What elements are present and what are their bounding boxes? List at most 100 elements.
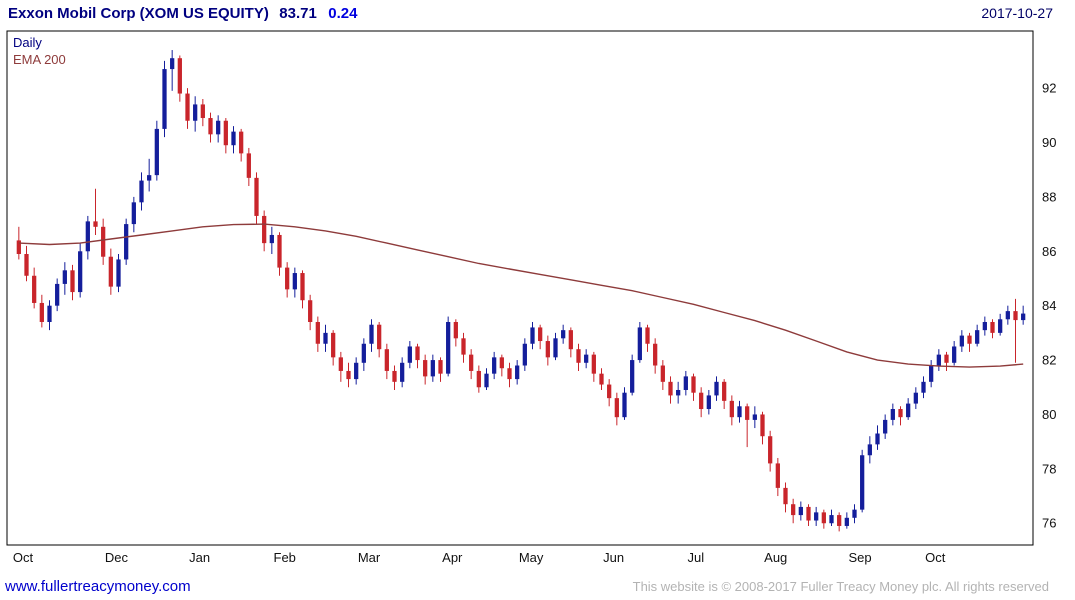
candle-body: [783, 487, 788, 505]
candle-body: [262, 215, 267, 244]
candle-body: [622, 392, 627, 418]
candle-body: [308, 300, 313, 322]
candle-body: [530, 327, 535, 344]
x-axis-label: Oct: [925, 550, 946, 565]
candle-body: [898, 409, 903, 418]
x-axis-label: Mar: [358, 550, 381, 565]
candle-body: [384, 349, 389, 371]
candle-body: [438, 360, 443, 374]
candle-body: [354, 362, 359, 380]
candle-body: [407, 346, 412, 363]
ema-200-line: [18, 223, 1024, 368]
x-axis-label: Jul: [688, 550, 705, 565]
candle-body: [476, 370, 481, 388]
candle-body: [929, 365, 934, 382]
candle-body: [62, 270, 67, 284]
candle-body: [377, 324, 382, 350]
candle-body: [791, 504, 796, 516]
candle-body: [16, 240, 21, 255]
chart-header: Exxon Mobil Corp (XOM US EQUITY) 83.71 0…: [0, 0, 1075, 30]
candle-body: [798, 506, 803, 516]
candle-body: [875, 433, 880, 445]
candle-body: [101, 226, 106, 257]
candle-body: [193, 104, 198, 121]
candle-body: [967, 335, 972, 344]
y-axis-label: 82: [1042, 353, 1056, 368]
candle-body: [446, 321, 451, 374]
candle-body: [300, 273, 305, 301]
candle-body: [32, 275, 37, 303]
candle-body: [239, 131, 244, 154]
candle-body: [706, 395, 711, 410]
candle-body: [453, 321, 458, 339]
candle-body: [392, 370, 397, 382]
instrument-title: Exxon Mobil Corp (XOM US EQUITY): [8, 5, 269, 22]
candle-body: [760, 414, 765, 437]
x-axis-label: Dec: [105, 550, 129, 565]
candle-body: [162, 69, 167, 129]
candle-body: [499, 357, 504, 369]
candle-body: [691, 376, 696, 393]
legend-ema-200: EMA 200: [13, 52, 66, 67]
y-axis-label: 84: [1042, 298, 1056, 313]
candle-body: [1021, 313, 1026, 321]
candles: [16, 50, 1026, 532]
candle-body: [576, 349, 581, 363]
candle-body: [545, 341, 550, 358]
candle-body: [208, 118, 213, 135]
candle-body: [522, 343, 527, 366]
candle-body: [844, 517, 849, 526]
x-axis-label: Aug: [764, 550, 787, 565]
candle-body: [70, 270, 75, 293]
candle-body: [584, 354, 589, 363]
x-axis-label: Sep: [849, 550, 872, 565]
candle-body: [668, 381, 673, 396]
candle-body: [277, 234, 282, 268]
candle-body: [553, 338, 558, 358]
candle-body: [637, 327, 642, 361]
x-axis-label: Jan: [189, 550, 210, 565]
candle-body: [200, 104, 205, 119]
candle-body: [93, 221, 98, 227]
candle-body: [561, 330, 566, 339]
y-axis-label: 86: [1042, 244, 1056, 259]
candle-body: [936, 354, 941, 366]
website-link[interactable]: www.fullertreacymoney.com: [5, 578, 191, 595]
candle-body: [39, 302, 44, 322]
candle-body: [78, 251, 83, 293]
x-axis-label: Jun: [603, 550, 624, 565]
candle-body: [852, 509, 857, 518]
candle-body: [430, 360, 435, 377]
candle-body: [338, 357, 343, 371]
candle-body: [752, 414, 757, 420]
candle-body: [246, 153, 251, 178]
candle-body: [484, 373, 489, 388]
legend-daily: Daily: [13, 35, 42, 50]
candle-body: [975, 330, 980, 344]
candle-body: [369, 324, 374, 344]
candle-body: [614, 398, 619, 418]
candle-body: [154, 128, 159, 176]
candle-body: [959, 335, 964, 347]
title-group: Exxon Mobil Corp (XOM US EQUITY) 83.71 0…: [8, 5, 358, 23]
candle-body: [269, 234, 274, 244]
candle-body: [944, 354, 949, 363]
candle-body: [630, 360, 635, 393]
candle-body: [415, 346, 420, 361]
candle-body: [108, 256, 113, 287]
candle-body: [400, 362, 405, 382]
price-change: 0.24: [328, 5, 358, 22]
candlestick-chart: Daily EMA 200 76 78 80 82 84 86 88 90 92 Oct Dec Ja…: [6, 30, 1056, 565]
candle-body: [599, 373, 604, 385]
candle-body: [216, 120, 221, 135]
candle-body: [170, 58, 175, 70]
candle-body: [331, 332, 336, 358]
candle-body: [952, 346, 957, 363]
candle-body: [829, 515, 834, 524]
candle-body: [315, 321, 320, 344]
candle-body: [492, 357, 497, 374]
candle-body: [837, 515, 842, 526]
x-axis-label: May: [519, 550, 544, 565]
candle-body: [147, 175, 152, 181]
y-axis-label: 80: [1042, 407, 1056, 422]
